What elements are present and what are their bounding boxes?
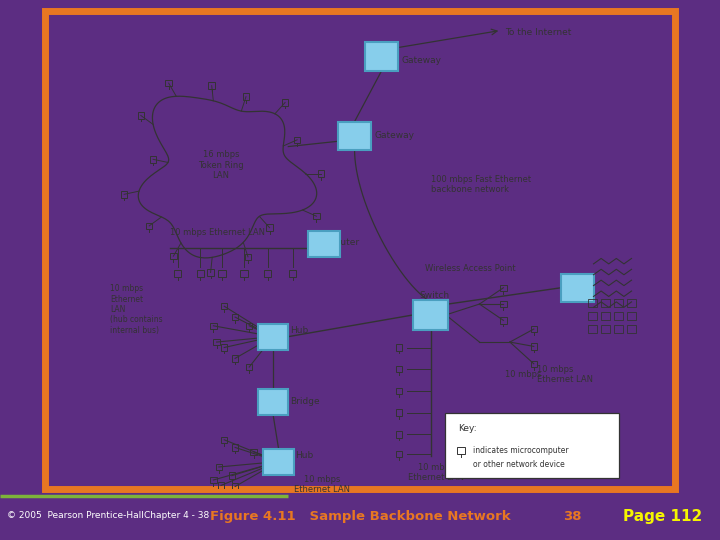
Bar <box>627 325 636 333</box>
Text: 10 mbps
Ethernet LAN: 10 mbps Ethernet LAN <box>294 475 350 494</box>
Bar <box>221 344 228 351</box>
Text: Router: Router <box>330 238 360 247</box>
Bar <box>217 482 224 489</box>
Bar <box>601 299 610 307</box>
Bar <box>588 299 597 307</box>
Bar <box>197 270 204 278</box>
Bar <box>627 312 636 320</box>
FancyBboxPatch shape <box>338 122 371 150</box>
Bar <box>215 464 222 470</box>
Text: Figure 4.11   Sample Backbone Network: Figure 4.11 Sample Backbone Network <box>210 510 510 523</box>
Text: Chapter 4 - 38: Chapter 4 - 38 <box>144 511 210 520</box>
FancyBboxPatch shape <box>258 323 288 350</box>
Bar <box>396 409 402 416</box>
Bar <box>627 299 636 307</box>
Bar <box>282 99 288 106</box>
Bar <box>146 222 153 229</box>
Bar <box>264 270 271 278</box>
Bar <box>614 325 623 333</box>
Bar <box>601 312 610 320</box>
Bar <box>396 388 402 394</box>
Bar <box>289 270 297 278</box>
Bar <box>614 299 623 307</box>
Bar <box>588 325 597 333</box>
Text: indicates microcomputer: indicates microcomputer <box>473 446 569 455</box>
Text: Switch: Switch <box>420 291 450 300</box>
Bar <box>266 225 273 231</box>
Text: Wireless Access Point: Wireless Access Point <box>426 264 516 273</box>
Text: To the Internet: To the Internet <box>505 28 572 37</box>
Bar <box>531 361 537 367</box>
FancyBboxPatch shape <box>308 231 341 258</box>
Bar <box>500 301 507 307</box>
Bar <box>166 80 172 86</box>
Bar <box>246 322 253 329</box>
Bar <box>209 83 215 89</box>
FancyBboxPatch shape <box>258 389 288 415</box>
Bar <box>396 431 402 437</box>
Bar <box>500 285 507 291</box>
Text: or other network device: or other network device <box>473 460 564 469</box>
Bar <box>396 366 402 373</box>
Bar <box>614 312 623 320</box>
Bar <box>294 137 300 143</box>
Text: Gateway: Gateway <box>401 56 441 65</box>
Bar <box>531 326 537 332</box>
Bar <box>170 253 176 259</box>
Bar <box>150 156 156 163</box>
Text: 10 mbps
Ethernet LAN: 10 mbps Ethernet LAN <box>408 463 464 482</box>
Bar <box>213 339 220 346</box>
Text: Page 112: Page 112 <box>623 509 702 524</box>
Bar <box>531 343 537 350</box>
Text: 10 mbps Ethernet LAN: 10 mbps Ethernet LAN <box>170 228 265 237</box>
Bar <box>313 213 320 219</box>
Bar <box>174 270 181 278</box>
Text: Bridge: Bridge <box>290 397 320 406</box>
Text: 100 mbps Fast Ethernet
backbone network: 100 mbps Fast Ethernet backbone network <box>431 175 531 194</box>
Bar <box>457 447 465 455</box>
FancyBboxPatch shape <box>413 300 448 330</box>
Text: Hub: Hub <box>294 450 313 460</box>
Bar <box>210 322 217 329</box>
Bar <box>138 112 144 119</box>
Bar <box>601 325 610 333</box>
Bar <box>500 317 507 323</box>
Bar <box>243 93 249 100</box>
FancyBboxPatch shape <box>561 274 593 302</box>
Bar <box>240 270 248 278</box>
Bar <box>207 269 214 276</box>
Text: 10 mbps
Ethernet LAN: 10 mbps Ethernet LAN <box>537 365 593 384</box>
Bar <box>210 477 217 483</box>
Bar <box>396 344 402 351</box>
Bar <box>396 451 402 457</box>
Bar <box>251 449 257 455</box>
FancyBboxPatch shape <box>264 449 294 475</box>
Bar <box>121 191 127 198</box>
Bar <box>588 312 597 320</box>
Text: 10 mbps
Ethernet
LAN
(hub contains
internal bus): 10 mbps Ethernet LAN (hub contains inter… <box>110 284 163 335</box>
Bar <box>246 364 253 370</box>
Bar <box>221 436 228 443</box>
Text: 10 mbps: 10 mbps <box>505 370 541 390</box>
Text: Gateway: Gateway <box>374 131 414 140</box>
Text: 16 mbps
Token Ring
LAN: 16 mbps Token Ring LAN <box>198 150 244 180</box>
Text: Hub: Hub <box>290 326 309 335</box>
Bar <box>232 355 238 362</box>
Bar <box>318 171 324 177</box>
Text: © 2005  Pearson Prentice-Hall: © 2005 Pearson Prentice-Hall <box>7 511 144 520</box>
Bar <box>218 270 226 278</box>
Bar <box>221 303 228 309</box>
Text: 38: 38 <box>563 510 582 523</box>
Bar <box>232 444 238 451</box>
FancyBboxPatch shape <box>445 413 618 478</box>
Text: Key:: Key: <box>458 424 477 434</box>
Bar <box>232 483 238 490</box>
Bar <box>228 472 235 479</box>
Bar <box>245 254 251 260</box>
Bar <box>232 314 238 320</box>
FancyBboxPatch shape <box>366 42 398 71</box>
